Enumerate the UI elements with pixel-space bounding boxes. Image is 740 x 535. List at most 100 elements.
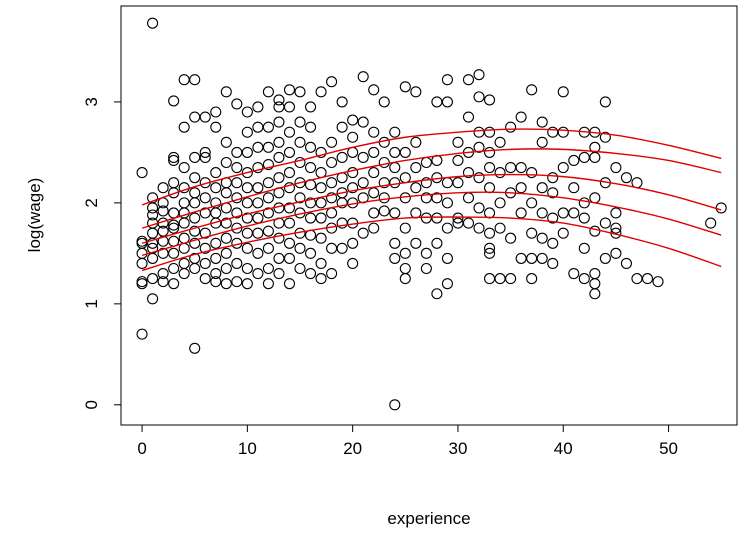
data-point [189,187,201,199]
data-point [157,225,169,237]
data-point [357,71,369,83]
data-point [473,202,485,214]
data-point [168,278,180,290]
data-point [326,136,338,148]
data-point [620,172,632,184]
data-point [526,227,538,239]
data-point [441,252,453,264]
data-point [262,207,274,219]
data-point [294,116,306,128]
data-point [210,167,222,179]
y-tick-label: 1 [82,299,101,308]
data-point [483,161,496,174]
data-point [189,252,201,264]
x-tick-label: 50 [659,439,678,458]
data-point [399,262,411,275]
data-point [336,121,348,133]
data-point [389,146,401,158]
data-point [136,167,148,179]
data-point [494,167,506,179]
data-point [199,242,211,254]
data-point [231,146,243,158]
data-point [515,207,527,219]
data-point [473,141,485,153]
data-point [199,257,211,270]
data-point [262,121,274,133]
data-point [410,161,422,174]
data-point [147,209,159,221]
fitted-curve-1 [141,128,722,206]
data-point [326,192,338,204]
data-point [410,207,422,219]
data-point [420,177,432,189]
data-point [220,247,232,259]
data-point [315,146,327,158]
data-point [431,96,443,108]
data-point [315,182,327,194]
data-point [452,136,464,148]
data-point [336,187,348,199]
data-point [505,161,517,174]
data-point [610,222,622,234]
data-point [441,177,453,189]
data-point [262,225,274,237]
data-point [420,247,432,259]
data-point [241,262,253,275]
data-point [378,205,390,217]
data-point [431,288,443,300]
data-point [441,278,453,290]
y-tick-label: 2 [82,198,101,207]
data-point [199,111,211,123]
data-point [157,182,169,194]
data-point [547,187,559,199]
data-point [178,268,190,280]
data-point [389,177,401,189]
data-point [220,156,232,169]
data-point [536,232,548,244]
data-point [357,177,369,189]
data-point [304,268,317,280]
data-point [462,192,475,204]
data-point [178,74,190,86]
data-point [199,227,211,239]
data-point [273,151,285,163]
data-point [157,268,169,280]
data-point [420,212,432,224]
data-point [420,262,432,275]
data-point [494,136,506,148]
data-point [283,252,296,264]
data-point [189,212,201,224]
data-point [357,151,369,163]
data-point [515,111,527,123]
data-point [473,222,485,234]
data-point [399,81,411,93]
data-point [347,131,359,143]
data-point [231,257,243,270]
fitted-curve-3 [141,173,722,244]
data-point [462,111,475,123]
data-point [241,146,253,158]
data-point [441,74,453,86]
data-point [715,202,727,214]
data-point [505,273,517,285]
data-point [168,154,180,167]
data-point [189,172,201,184]
y-tick-label: 3 [82,97,101,106]
y-tick-label: 0 [82,400,101,409]
data-point [304,141,317,153]
data-point [168,177,180,189]
data-point [378,156,390,169]
data-point [483,94,496,106]
data-point [315,197,327,209]
data-point [483,146,496,158]
data-point [189,342,201,354]
data-point [241,126,253,138]
data-point [347,167,359,179]
data-point [589,278,601,290]
data-point [515,252,527,264]
data-point [252,141,264,153]
fitted-curves [141,128,722,272]
data-point [157,205,169,217]
data-point [241,242,253,254]
fitted-curve-5 [141,216,722,272]
